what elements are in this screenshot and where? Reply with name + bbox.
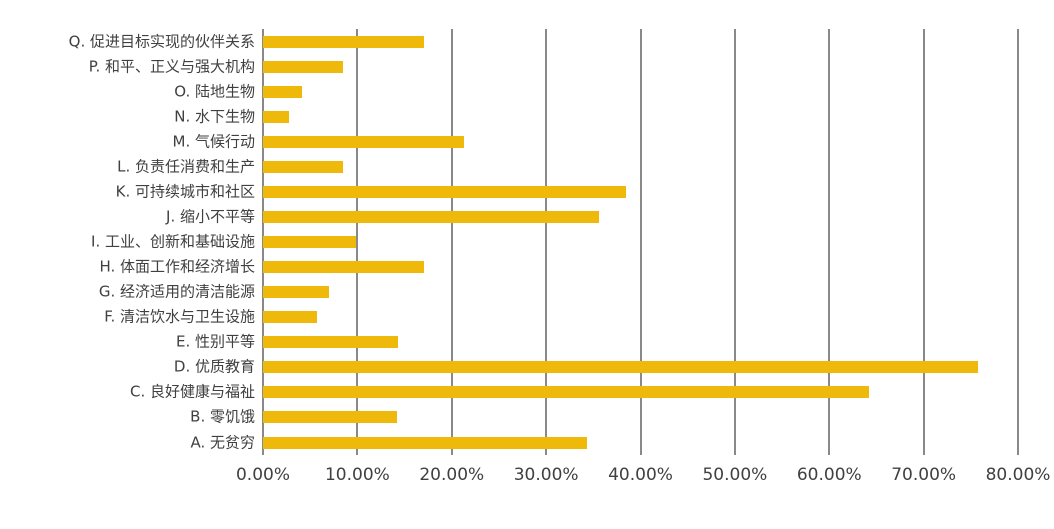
bar-row: P. 和平、正义与强大机构 [89,54,1018,79]
bar-row: C. 良好健康与福祉 [130,380,1018,405]
gridline-60.00% [828,29,831,455]
bar [263,286,330,299]
category-label: A. 无贫穷 [190,433,255,452]
bar-row: F. 清洁饮水与卫生设施 [104,305,1018,330]
x-tick-label: 0.00% [235,465,291,485]
category-label: O. 陆地生物 [174,82,255,101]
bar [263,436,587,449]
bar [263,261,425,274]
bar-row: I. 工业、创新和基础设施 [91,230,1018,255]
bar [263,236,357,249]
bar [263,135,465,148]
bar-row: E. 性别平等 [176,330,1018,355]
bar-row: M. 气候行动 [173,129,1018,154]
category-label: G. 经济适用的清洁能源 [98,282,255,301]
category-label: F. 清洁饮水与卫生设施 [104,307,255,326]
category-label: L. 负责任消费和生产 [117,157,255,176]
category-label: K. 可持续城市和社区 [115,182,255,201]
bar [263,411,397,424]
bar [263,210,599,223]
category-label: D. 优质教育 [173,357,255,376]
gridline-10.00% [356,29,359,455]
bar-row: G. 经济适用的清洁能源 [99,280,1018,305]
gridline-20.00% [450,29,453,455]
x-tick-label: 40.00% [608,465,673,485]
bar-row: H. 体面工作和经济增长 [99,255,1018,280]
bar [263,35,425,48]
gridline-80.00% [1017,29,1019,455]
x-tick-label: 30.00% [513,465,579,485]
bar-row: K. 可持续城市和社区 [116,179,1018,204]
category-label: M. 气候行动 [172,132,255,151]
bar [263,160,344,173]
bar [263,336,398,349]
bar-row: D. 优质教育 [174,355,1018,380]
bar-row: B. 零饥饿 [190,405,1018,430]
category-label: J. 缩小不平等 [166,207,255,226]
category-label: P. 和平、正义与强大机构 [88,57,255,76]
category-label: H. 体面工作和经济增长 [99,257,255,276]
bar-row: A. 无贫穷 [190,430,1018,455]
x-tick-label: 10.00% [324,465,390,485]
bar-row: O. 陆地生物 [174,79,1018,104]
category-label: B. 零饥饿 [190,407,255,426]
x-tick-label: 50.00% [702,465,768,485]
gridline-30.00% [545,29,548,455]
category-label: E. 性别平等 [175,332,255,351]
bar [263,386,869,399]
gridline-40.00% [639,29,642,455]
bar-row: L. 负责任消费和生产 [117,154,1018,179]
bar-row: N. 水下生物 [174,104,1018,129]
bar [263,60,344,73]
category-label: Q. 促进目标实现的伙伴关系 [68,32,255,51]
gridline-70.00% [922,29,925,455]
x-tick-label: 80.00% [985,465,1051,485]
bar [263,361,979,374]
bar [263,185,627,198]
plot-area: Q. 促进目标实现的伙伴关系 P. 和平、正义与强大机构 O. 陆地生物 N. 水下生… [69,29,1050,484]
bar [263,311,317,324]
x-tick-label: 70.00% [891,465,957,485]
bar-row: Q. 促进目标实现的伙伴关系 [69,29,1018,54]
category-label: N. 水下生物 [174,107,255,126]
bar [263,110,290,123]
category-label: C. 良好健康与福祉 [129,382,255,401]
x-tick-label: 20.00% [419,465,485,485]
bar [263,85,302,98]
bar-rows: Q. 促进目标实现的伙伴关系 P. 和平、正义与强大机构 O. 陆地生物 N. 水下生… [69,29,1018,455]
category-label: I. 工业、创新和基础设施 [91,232,255,251]
gridline-50.00% [733,29,736,455]
bar-row: J. 缩小不平等 [166,204,1018,229]
x-tick-label: 60.00% [796,465,862,485]
